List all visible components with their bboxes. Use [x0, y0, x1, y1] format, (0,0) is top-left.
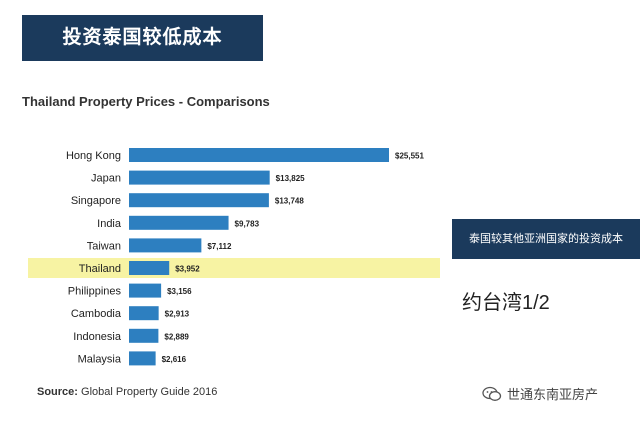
category-label-malaysia: Malaysia [78, 353, 122, 365]
bar-indonesia [129, 328, 159, 343]
wechat-icon [482, 386, 502, 401]
category-label-cambodia: Cambodia [71, 308, 122, 320]
bar-japan [129, 170, 270, 185]
callout-box: 泰国较其他亚洲国家的投资成本 [452, 219, 640, 259]
category-label-singapore: Singapore [71, 195, 121, 207]
category-label-indonesia: Indonesia [73, 331, 122, 343]
bar-singapore [129, 193, 269, 208]
watermark: 世通东南亚房产 [482, 384, 598, 403]
value-label-hong-kong: $25,551 [395, 152, 424, 161]
value-label-thailand: $3,952 [175, 265, 200, 274]
banner-title: 投资泰国较低成本 [22, 15, 263, 61]
value-label-taiwan: $7,112 [207, 242, 232, 251]
bar-philippines [129, 283, 162, 298]
bar-malaysia [129, 351, 156, 366]
value-label-cambodia: $2,913 [165, 310, 190, 319]
bar-taiwan [129, 238, 202, 253]
category-label-japan: Japan [91, 173, 121, 185]
watermark-text: 世通东南亚房产 [507, 387, 599, 402]
value-label-japan: $13,825 [276, 174, 305, 183]
source-text: Global Property Guide 2016 [81, 386, 218, 398]
source-label: Source: [37, 386, 78, 398]
category-label-philippines: Philippines [68, 286, 122, 298]
chart-title: Thailand Property Prices - Comparisons [22, 94, 270, 109]
bar-thailand [129, 261, 170, 275]
value-label-indonesia: $2,889 [164, 332, 189, 341]
category-label-india: India [97, 218, 122, 230]
ratio-note: 约台湾1/2 [462, 292, 550, 314]
source-note: Source: Global Property Guide 2016 [37, 386, 217, 398]
value-label-philippines: $3,156 [167, 287, 192, 296]
value-label-malaysia: $2,616 [162, 355, 187, 364]
category-label-thailand: Thailand [79, 263, 121, 275]
bar-india [129, 215, 229, 230]
value-label-india: $9,783 [235, 219, 260, 228]
value-label-singapore: $13,748 [275, 197, 304, 206]
category-label-taiwan: Taiwan [87, 240, 121, 252]
bar-hong-kong [129, 148, 389, 162]
category-label-hong-kong: Hong Kong [66, 150, 121, 162]
bar-cambodia [129, 306, 159, 321]
